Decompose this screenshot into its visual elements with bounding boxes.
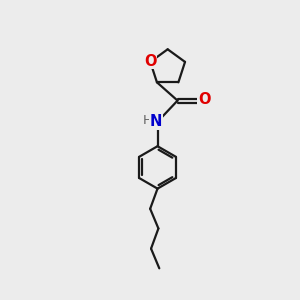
Text: O: O — [144, 53, 157, 68]
Text: O: O — [198, 92, 210, 107]
Text: H: H — [142, 114, 152, 127]
Text: N: N — [150, 114, 162, 129]
